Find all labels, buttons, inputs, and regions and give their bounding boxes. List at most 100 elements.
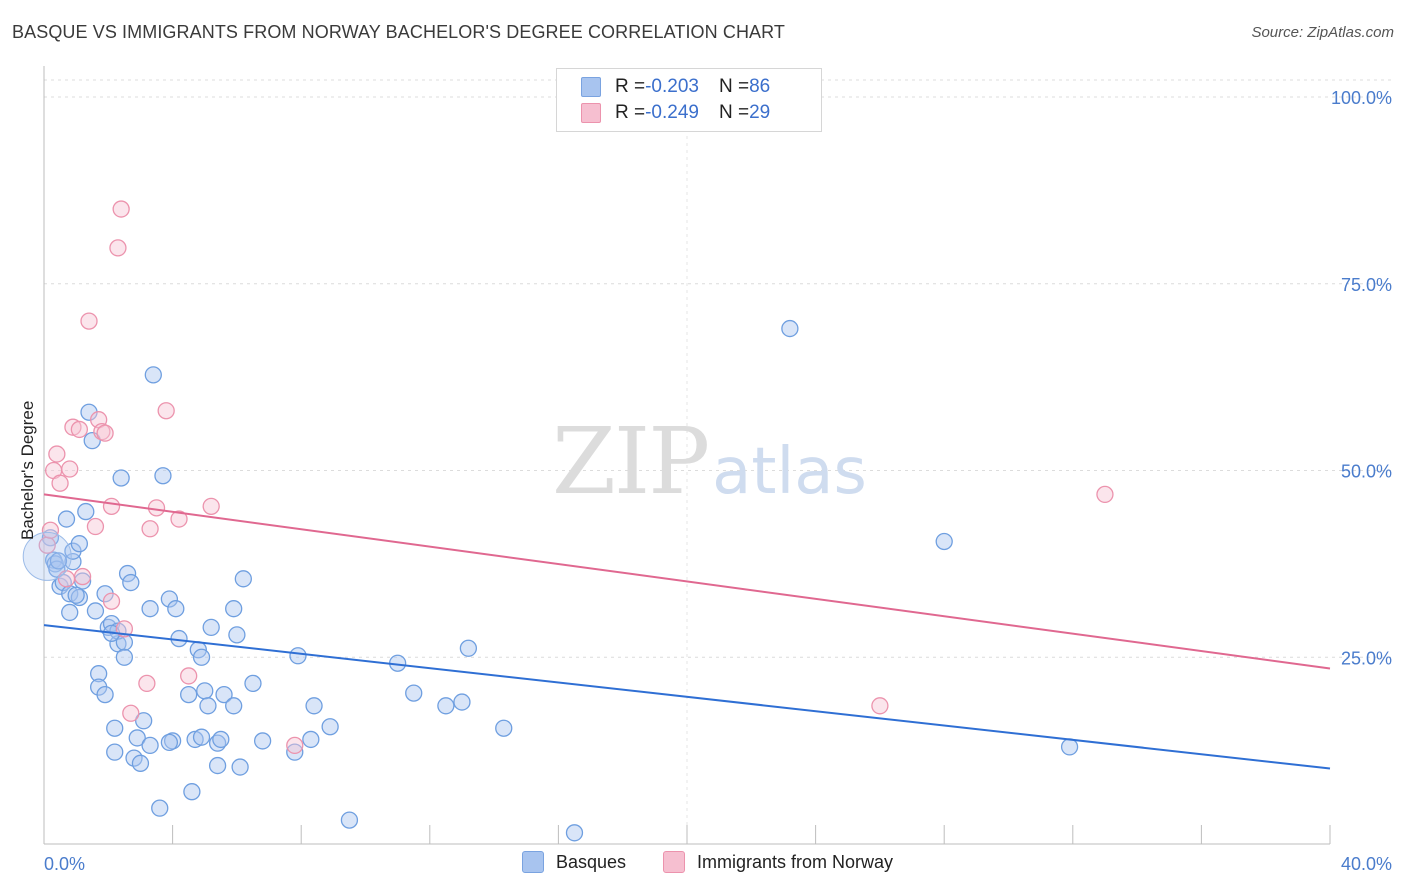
basques-point [112, 469, 130, 487]
basques-point [96, 685, 114, 704]
watermark: ZIPatlas [552, 408, 867, 515]
basques-point [340, 811, 359, 829]
norway-point [141, 520, 159, 538]
norway-point [61, 460, 79, 478]
basques-point [208, 756, 227, 775]
basques-point [199, 697, 217, 715]
norway-point [112, 200, 130, 218]
norway-point [286, 736, 304, 755]
norway-point [73, 567, 92, 586]
norway-point [170, 510, 188, 528]
basques-point [253, 732, 272, 750]
basques-point [935, 532, 953, 551]
basques-cluster-point [22, 531, 72, 581]
basques-trend-line [43, 624, 1331, 770]
r-value: -0.249 [645, 102, 699, 123]
basques-point [86, 602, 105, 620]
basques-point [231, 758, 249, 776]
correlation-stats-box: R = -0.203 N = 86 R = -0.249 N = 29 [556, 68, 822, 132]
x-tick-label: 40.0% [1341, 854, 1392, 874]
basques-point [234, 570, 252, 588]
basques-point [495, 719, 513, 737]
norway-point [102, 497, 121, 516]
basques-point [160, 733, 179, 752]
basques-point [302, 730, 320, 749]
basques-point [141, 600, 159, 618]
legend-swatch-norway [663, 851, 685, 873]
basques-point [57, 510, 76, 528]
basques-point [192, 648, 211, 666]
basques-point [106, 743, 124, 761]
norway-point [80, 312, 98, 330]
basques-point [459, 639, 478, 657]
basques-point [196, 682, 214, 700]
n-label: N = [718, 76, 750, 97]
norway-point [138, 674, 156, 693]
basques-point [437, 697, 455, 715]
norway-point [102, 592, 121, 610]
basques-point [77, 502, 95, 521]
norway-point [157, 402, 175, 420]
n-value: 86 [749, 76, 771, 97]
basques-point [49, 552, 68, 570]
basques-point [781, 319, 799, 338]
legend-item-norway[interactable]: Immigrants from Norway [663, 851, 893, 873]
norway-point [871, 697, 889, 715]
basques-point [118, 564, 137, 583]
basques-point [67, 586, 85, 604]
basques-point [192, 728, 211, 746]
basques-point [141, 736, 159, 755]
y-tick-label: 75.0% [1341, 275, 1392, 295]
norway-point [41, 521, 60, 539]
legend-item-basques[interactable]: Basques [522, 851, 626, 873]
basques-point [212, 730, 230, 749]
basques-point [183, 783, 201, 801]
basques-point [244, 674, 262, 693]
stats-row-norway: R = -0.249 N = 29 [581, 100, 770, 126]
basques-point [106, 719, 124, 737]
norway-point [48, 445, 66, 463]
r-label: R = [615, 102, 646, 123]
norway-trend-line [43, 493, 1331, 670]
basques-point [151, 799, 169, 817]
basques-point [70, 535, 89, 553]
norway-point [109, 239, 127, 257]
y-axis-label: Bachelor's Degree [18, 400, 37, 540]
basques-swatch [581, 77, 601, 97]
chart-source: Source: ZipAtlas.com [1251, 24, 1394, 41]
norway-point [96, 424, 114, 442]
basques-point [305, 697, 323, 715]
basques-point [131, 754, 150, 772]
y-tick-label: 100.0% [1331, 88, 1392, 108]
norway-point [70, 420, 89, 439]
norway-point [122, 704, 140, 722]
norway-point [1096, 485, 1114, 504]
x-tick-label: 0.0% [44, 854, 85, 874]
chart-title: BASQUE VS IMMIGRANTS FROM NORWAY BACHELO… [12, 22, 786, 42]
basques-point [225, 697, 243, 715]
r-label: R = [615, 76, 646, 97]
basques-point [1060, 738, 1079, 756]
basques-point [289, 647, 307, 665]
norway-swatch [581, 103, 601, 123]
n-value: 29 [749, 102, 771, 123]
basques-point [215, 685, 233, 704]
basques-point [144, 366, 162, 384]
basques-point [180, 685, 198, 704]
norway-point [202, 497, 220, 516]
basques-point [122, 573, 140, 592]
basques-point [225, 600, 243, 618]
norway-point [180, 667, 198, 685]
y-tick-label: 50.0% [1341, 462, 1392, 482]
basques-point [61, 603, 79, 622]
legend: Basques Immigrants from Norway [0, 851, 1406, 879]
legend-label: Basques [556, 851, 627, 872]
basques-point [135, 712, 153, 730]
watermark-atlas: atlas [712, 435, 867, 509]
r-value: -0.203 [645, 76, 699, 97]
watermark-zip: ZIP [552, 408, 710, 515]
basques-point [453, 693, 471, 711]
basques-point [202, 618, 220, 637]
basques-point [154, 467, 172, 485]
n-label: N = [718, 102, 750, 123]
